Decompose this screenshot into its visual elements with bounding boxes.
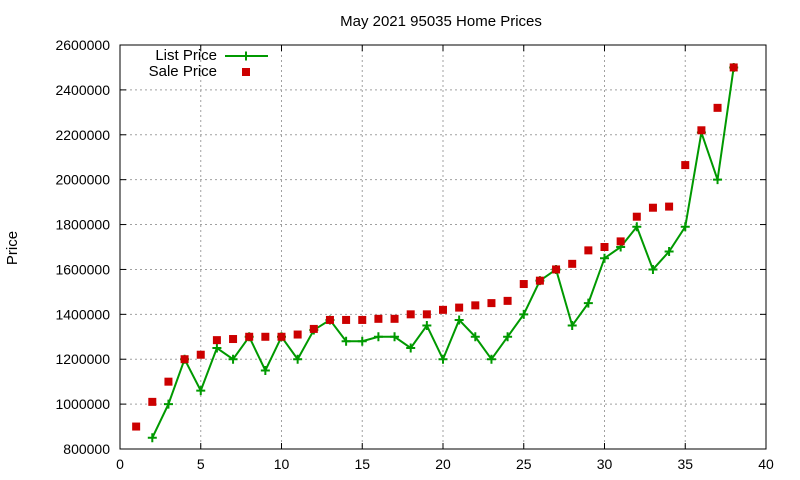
x-tick-label: 30 — [597, 456, 613, 472]
list-price-point — [422, 321, 432, 331]
list-price-point — [713, 175, 723, 185]
sale-price-point — [293, 330, 302, 339]
list-price-point — [260, 365, 270, 375]
list-price-point — [503, 332, 513, 342]
legend-label-list-price: List Price — [155, 47, 217, 64]
sale-price-point — [148, 397, 157, 406]
list-price-point — [519, 309, 529, 319]
list-price-point — [438, 354, 448, 364]
y-tick-label: 2600000 — [55, 37, 110, 53]
sale-price-point — [261, 332, 270, 341]
sale-price-point — [535, 276, 544, 285]
sale-price-point — [342, 315, 351, 324]
x-tick-label: 40 — [758, 456, 774, 472]
sale-price-point — [729, 63, 738, 72]
sale-price-point — [245, 332, 254, 341]
y-tick-label: 1600000 — [55, 261, 110, 277]
x-tick-label: 20 — [435, 456, 451, 472]
x-tick-label: 0 — [116, 456, 124, 472]
sale-price-point — [455, 303, 464, 312]
list-price-point — [648, 264, 658, 274]
sale-price-point — [648, 203, 657, 212]
list-price-point — [147, 433, 157, 443]
sale-price-point — [503, 296, 512, 305]
sale-price-point — [229, 335, 238, 344]
sale-price-point — [180, 355, 189, 364]
chart-title: May 2021 95035 Home Prices — [340, 13, 542, 30]
sale-price-point — [600, 243, 609, 251]
sale-price-point — [616, 237, 625, 246]
list-price-point — [680, 222, 690, 232]
y-tick-label: 2200000 — [55, 127, 110, 143]
sale-price-point — [374, 314, 383, 323]
list-price-point — [486, 354, 496, 364]
list-price-point — [632, 222, 642, 232]
sale-price-point — [632, 212, 641, 221]
sale-price-point — [212, 336, 221, 345]
sale-price-point — [390, 314, 399, 323]
y-tick-label: 1400000 — [55, 306, 110, 322]
sale-price-point — [697, 126, 706, 135]
list-price-point — [341, 336, 351, 346]
y-tick-label: 1800000 — [55, 217, 110, 233]
sale-price-point — [568, 259, 577, 268]
list-price-point — [406, 343, 416, 353]
legend-label-sale-price: Sale Price — [149, 63, 217, 80]
list-price-point — [163, 399, 173, 409]
sale-price-point — [132, 422, 141, 431]
sale-price-point — [422, 310, 431, 319]
x-tick-label: 10 — [274, 456, 290, 472]
axis-ticks: 0 5 10 15 20 25 30 35 40 800000 1000000 1200000 1400… — [55, 37, 774, 472]
list-price-point — [293, 354, 303, 364]
sale-price-point — [552, 265, 561, 274]
y-tick-label: 2400000 — [55, 82, 110, 98]
sale-price-point — [406, 310, 415, 319]
series-1 — [132, 63, 738, 431]
list-price-point — [664, 246, 674, 256]
sale-price-point — [439, 305, 447, 314]
legend-marker-list-price — [241, 51, 251, 61]
list-price-point — [373, 332, 383, 342]
y-axis-label: Price — [4, 231, 21, 265]
x-tick-label: 25 — [516, 456, 532, 472]
list-price-point — [470, 332, 480, 342]
sale-price-point — [164, 377, 173, 386]
series-line — [151, 67, 735, 439]
list-price-point — [567, 321, 577, 331]
list-price-point — [228, 354, 238, 364]
y-tick-label: 1200000 — [55, 351, 110, 367]
list-price-point — [600, 253, 609, 263]
y-tick-label: 1000000 — [55, 396, 110, 412]
list-price-point — [212, 343, 222, 353]
sale-price-point — [196, 350, 205, 359]
series-layer — [132, 62, 739, 443]
list-price-point — [196, 386, 206, 396]
sale-price-point — [277, 332, 286, 341]
sale-price-point — [665, 202, 674, 211]
legend: List Price Sale Price — [149, 47, 268, 80]
x-tick-label: 5 — [197, 456, 205, 472]
list-price-point — [454, 315, 464, 325]
y-tick-label: 2000000 — [55, 172, 110, 188]
sale-price-point — [309, 324, 318, 333]
sale-price-point — [471, 301, 480, 310]
sale-price-point — [358, 315, 367, 324]
x-tick-label: 15 — [354, 456, 370, 472]
sale-price-point — [487, 299, 496, 308]
list-price-point — [583, 298, 593, 308]
list-price-point — [357, 336, 367, 346]
sale-price-point — [584, 246, 593, 255]
list-price-point — [390, 332, 400, 342]
grid — [120, 45, 766, 449]
sale-price-point — [713, 103, 722, 112]
sale-price-point — [681, 161, 690, 170]
x-tick-label: 35 — [677, 456, 693, 472]
sale-price-point — [519, 280, 528, 289]
y-tick-label: 800000 — [63, 441, 110, 457]
sale-price-point — [325, 315, 334, 324]
legend-marker-sale-price — [242, 68, 250, 76]
